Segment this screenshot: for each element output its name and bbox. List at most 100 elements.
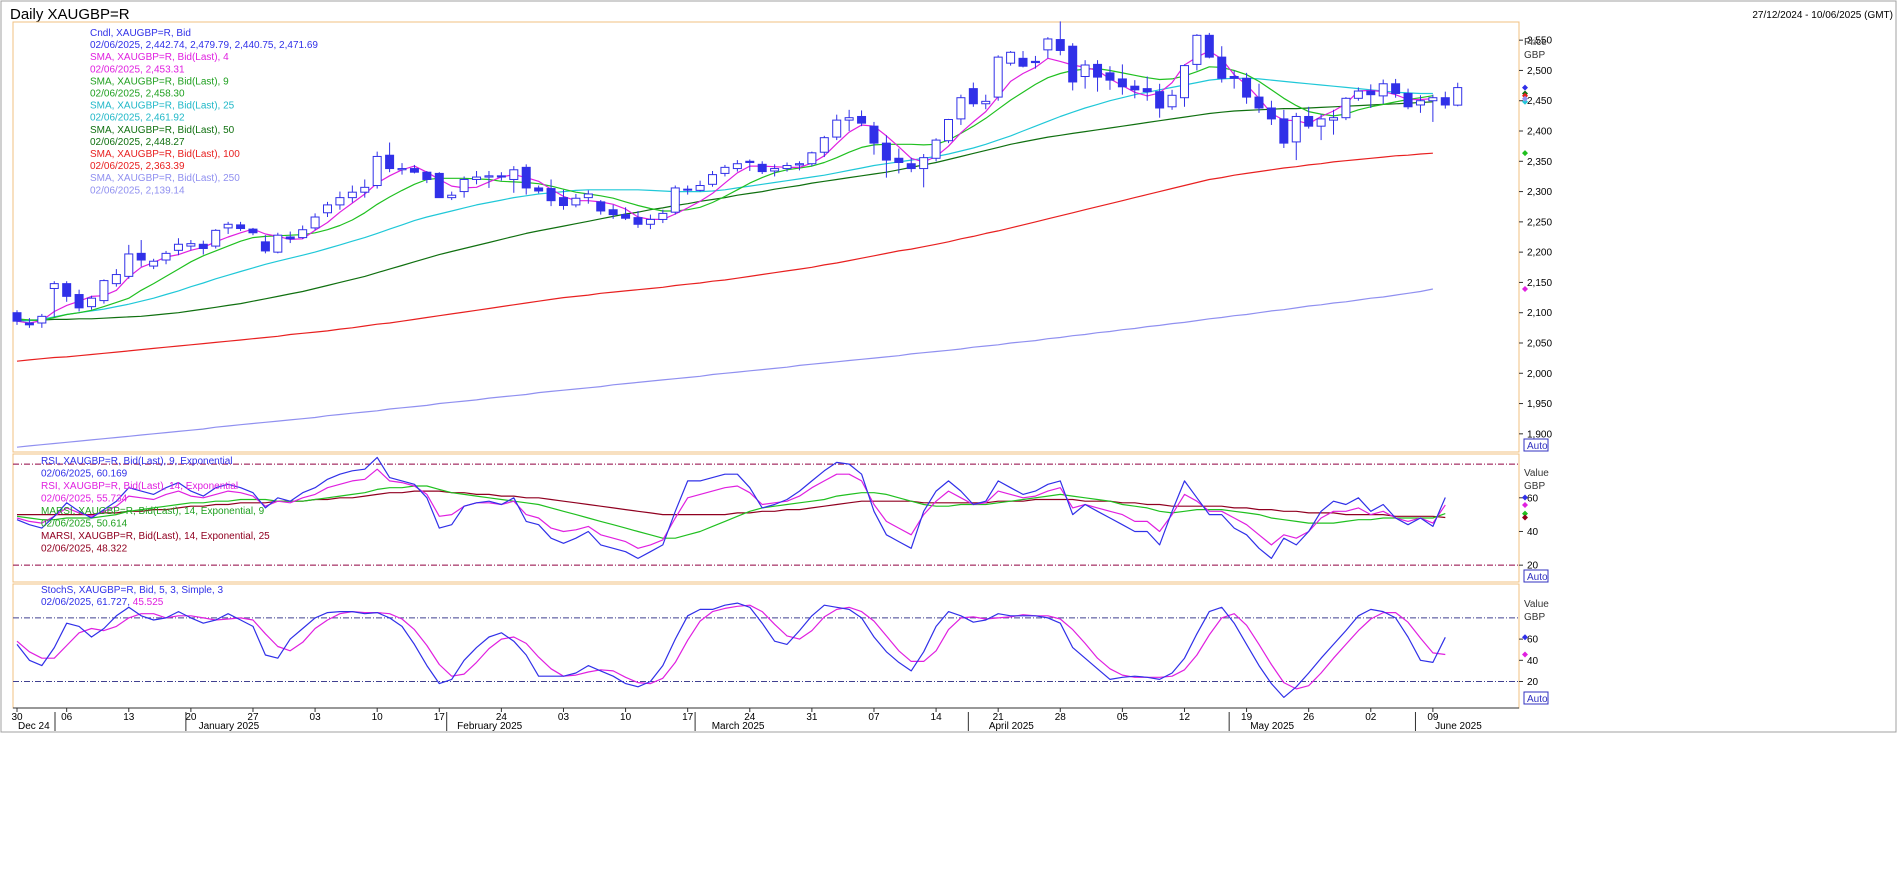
candle-down xyxy=(409,168,419,173)
main-legend-entry: 02/06/2025, 2,461.92 xyxy=(90,113,185,124)
month-label: Dec 24 xyxy=(18,721,50,732)
candle-up xyxy=(1353,90,1363,99)
candle-up xyxy=(1167,94,1177,108)
candle-up xyxy=(583,193,593,199)
candle-down xyxy=(1366,90,1376,96)
candle-up xyxy=(173,243,183,251)
candle-up xyxy=(310,216,320,229)
sma-line xyxy=(17,101,1433,321)
candle-up xyxy=(1329,117,1339,121)
main-legend-entry: 02/06/2025, 2,448.27 xyxy=(90,137,185,148)
month-label: June 2025 xyxy=(1435,721,1482,732)
main-legend-entry: 02/06/2025, 2,139.14 xyxy=(90,185,185,196)
month-label: April 2025 xyxy=(989,721,1034,732)
x-tick-label: 03 xyxy=(310,712,322,723)
x-tick-label: 31 xyxy=(806,712,818,723)
x-tick-label: 06 xyxy=(61,712,73,723)
y-tick-label: 40 xyxy=(1527,656,1539,667)
candle-down xyxy=(1155,91,1165,109)
candle-up xyxy=(1179,65,1189,99)
candle-up xyxy=(1415,100,1425,106)
candle-down xyxy=(1142,88,1152,93)
rsi-axis-unit: GBP xyxy=(1524,481,1545,492)
candle-down xyxy=(881,142,891,161)
sma-line xyxy=(16,66,1433,322)
candle-up xyxy=(298,229,308,239)
candle-down xyxy=(1254,96,1264,109)
y-tick-label: 2,250 xyxy=(1527,217,1552,228)
candle-up xyxy=(919,157,929,170)
main-legend-entry: SMA, XAUGBP=R, Bid(Last), 25 xyxy=(90,101,235,112)
y-tick-label: 2,500 xyxy=(1527,66,1552,77)
last-value-marker xyxy=(1522,501,1528,508)
candle-down xyxy=(285,236,295,240)
candle-down xyxy=(1217,56,1227,79)
candle-down xyxy=(1403,92,1413,108)
main-legend-entry: SMA, XAUGBP=R, Bid(Last), 50 xyxy=(90,125,235,136)
candle-up xyxy=(981,100,991,105)
outer-frame xyxy=(0,0,1897,733)
candle-down xyxy=(906,163,916,170)
candle-up xyxy=(99,280,109,302)
auto-scale-label: Auto xyxy=(1527,694,1548,705)
candle-down xyxy=(260,241,270,252)
candle-down xyxy=(633,217,643,225)
stoch-legend-value: , xyxy=(127,597,133,608)
candle-down xyxy=(1266,107,1276,120)
candle-up xyxy=(832,119,842,138)
stoch-legend-values: 02/06/2025, 61.727, 45.525 xyxy=(41,597,164,608)
x-tick-label: 27 xyxy=(247,712,259,723)
candle-down xyxy=(198,243,208,250)
y-tick-label: 2,350 xyxy=(1527,157,1552,168)
sma-line xyxy=(16,152,1433,362)
auto-scale-button[interactable] xyxy=(1523,691,1549,705)
main-legend-entry: 02/06/2025, 2,442.74, 2,479.79, 2,440.75… xyxy=(90,40,318,51)
candle-down xyxy=(1068,45,1078,83)
last-value-marker xyxy=(1522,510,1528,517)
y-tick-label: 2,200 xyxy=(1527,248,1552,259)
candle-down xyxy=(546,188,556,202)
candle-up xyxy=(1341,97,1351,119)
last-value-marker xyxy=(1522,84,1528,91)
rsi-axis-unit: Value xyxy=(1524,468,1549,479)
last-value-marker xyxy=(1522,514,1528,521)
x-tick-label: 09 xyxy=(1427,712,1439,723)
candle-up xyxy=(211,229,221,247)
candle-up xyxy=(223,223,233,229)
date-range: 27/12/2024 - 10/06/2025 (GMT) xyxy=(1752,10,1893,21)
candle-up xyxy=(1006,51,1016,64)
y-tick-label: 2,550 xyxy=(1527,36,1552,47)
candle-up xyxy=(931,139,941,159)
panel-border xyxy=(12,21,1520,453)
candle-down xyxy=(24,322,34,326)
price-axis-unit: Price xyxy=(1524,37,1547,48)
candle-up xyxy=(447,194,457,199)
main-legend-entry: 02/06/2025, 2,458.30 xyxy=(90,89,185,100)
y-tick-label: 20 xyxy=(1527,677,1539,688)
candle-up xyxy=(472,176,482,180)
stoch-axis-unit: Value xyxy=(1524,599,1549,610)
y-tick-label: 40 xyxy=(1527,527,1539,538)
candle-down xyxy=(1130,85,1140,91)
main-legend-entry: SMA, XAUGBP=R, Bid(Last), 100 xyxy=(90,149,240,160)
candle-up xyxy=(1453,87,1463,106)
candle-up xyxy=(347,191,357,199)
y-tick-label: 2,300 xyxy=(1527,187,1552,198)
sma-line xyxy=(16,288,1434,448)
candle-down xyxy=(558,197,568,207)
last-value-marker xyxy=(1522,95,1528,102)
rsi-legend-entry: RSI, XAUGBP=R, Bid(Last), 14, Exponentia… xyxy=(41,481,238,492)
auto-scale-button[interactable] xyxy=(1523,569,1549,583)
last-value-marker xyxy=(1522,494,1528,501)
candle-down xyxy=(1242,77,1252,98)
candle-up xyxy=(186,243,196,247)
candle-up xyxy=(1043,38,1053,51)
candle-down xyxy=(521,166,531,189)
candle-up xyxy=(273,234,283,253)
candle-up xyxy=(819,137,829,153)
candle-down xyxy=(1030,60,1040,64)
auto-scale-button[interactable] xyxy=(1523,438,1549,452)
candle-up xyxy=(1080,64,1090,78)
